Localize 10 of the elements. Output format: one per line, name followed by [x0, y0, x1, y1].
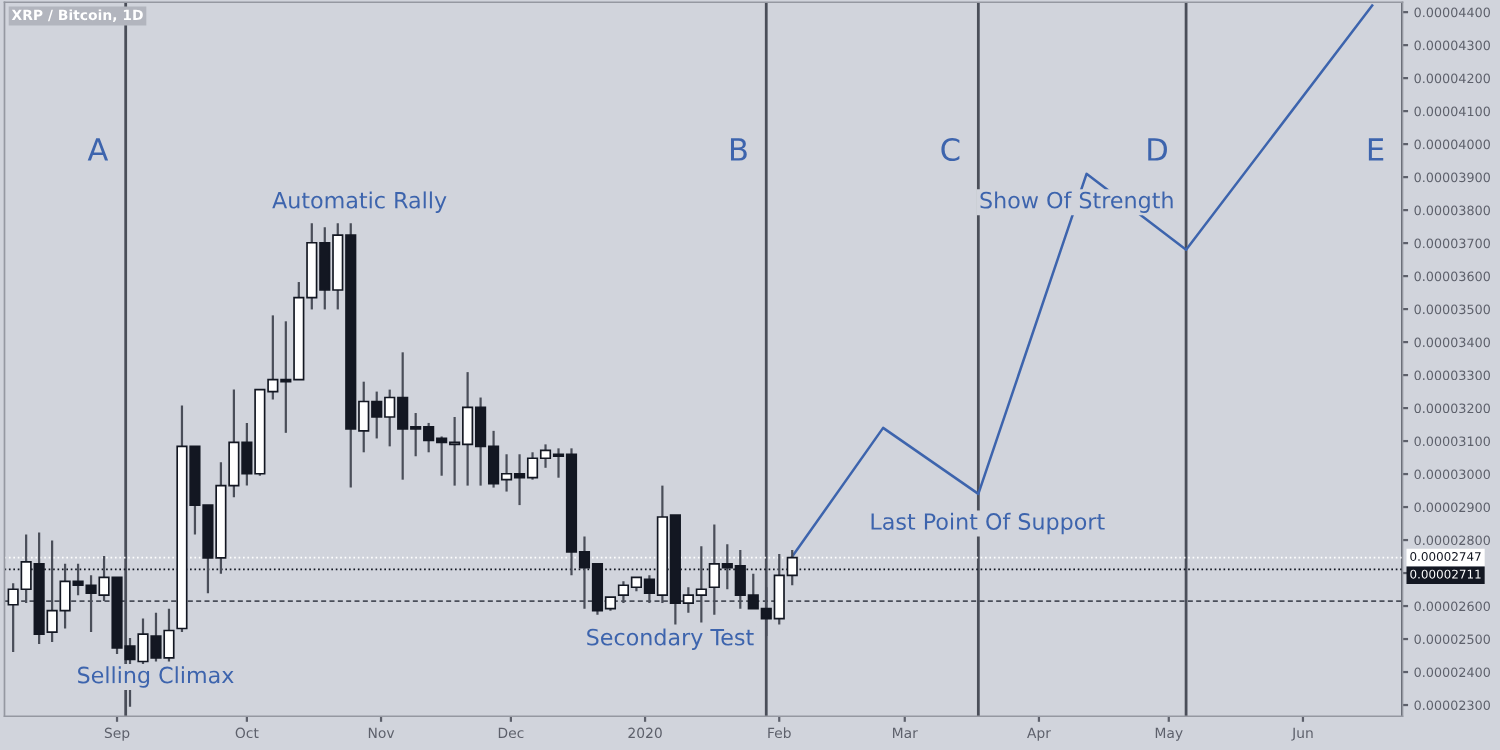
- annotation: Last Point Of Support: [871, 512, 1105, 535]
- annotation: Show Of Strength: [980, 191, 1173, 213]
- ref-line-label: A: [87, 138, 109, 161]
- ref-line-label: C: [941, 137, 960, 162]
- annotation: Selling Climax: [78, 666, 234, 688]
- annotation: Automatic Rally: [272, 191, 447, 213]
- ref-line-label: D: [1148, 138, 1167, 161]
- ref-line-label: B: [730, 138, 747, 161]
- ref-line-label: E: [1368, 138, 1384, 161]
- annotation: Secondary Test: [587, 628, 754, 650]
